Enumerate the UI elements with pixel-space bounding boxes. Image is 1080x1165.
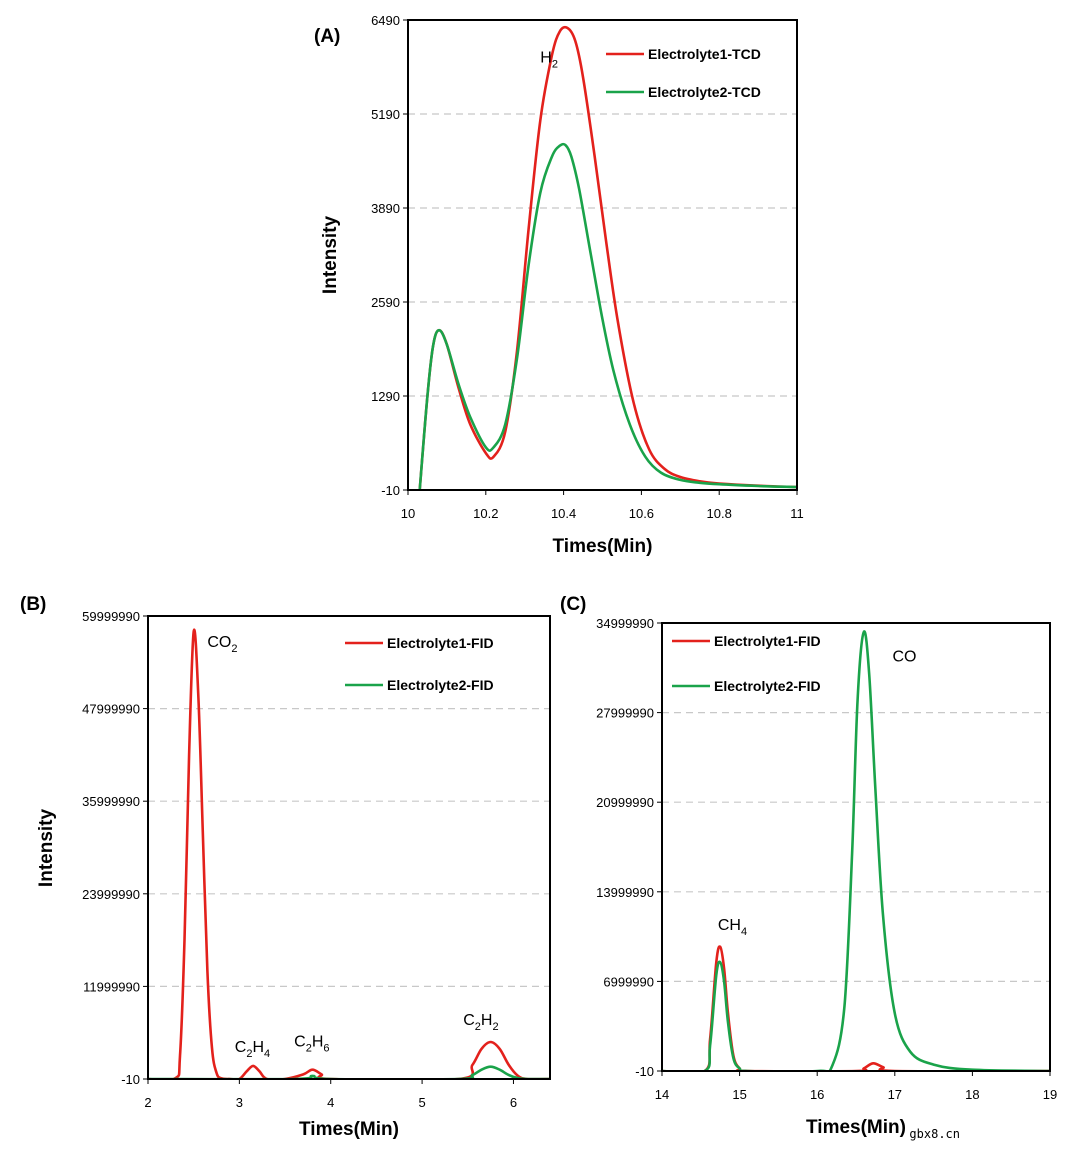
y-tick-label-b: 35999990: [82, 794, 140, 809]
peak-label-base: H: [312, 1034, 324, 1051]
y-tick-label-b: 47999990: [82, 702, 140, 717]
x-tick-label-a: 10.8: [707, 506, 732, 521]
panel-label-c: (C): [560, 594, 586, 615]
x-axis-title-c: Times(Min): [806, 1117, 906, 1138]
y-tick-label-a: 1290: [371, 389, 400, 404]
panel-a-chart: -10 1290 2590 3890 5190 6490 10 10.2 10.4 10.6 10.…: [314, 13, 804, 557]
peak-label-subscript: 4: [741, 926, 747, 938]
y-tick-label-b: -10: [121, 1072, 140, 1087]
y-tick-label-a: 6490: [371, 13, 400, 28]
y-tick-label-b: 23999990: [82, 887, 140, 902]
panel-label-a: (A): [314, 26, 340, 47]
peak-label-base: CH: [718, 917, 741, 934]
peak-label-subscript: 2: [231, 643, 237, 655]
x-tick-label-a: 10.4: [551, 506, 576, 521]
peak-label-base: H: [481, 1012, 493, 1029]
peak-label-subscript: 2: [492, 1021, 498, 1033]
x-tick-label-b: 3: [236, 1095, 243, 1110]
peak-label-base: H: [252, 1039, 264, 1056]
plot-frame-a: [407, 19, 798, 491]
x-tick-label-c: 14: [655, 1087, 669, 1102]
series-line-c-1: [662, 945, 1050, 1071]
series-line-c-2: [662, 630, 1050, 1071]
legend-label-a-2: Electrolyte2-TCD: [648, 84, 761, 100]
x-tick-label-a: 10.2: [473, 506, 498, 521]
plot-frame-c: [661, 622, 1051, 1072]
y-tick-label-c: 34999990: [596, 616, 654, 631]
legend-label-b-2: Electrolyte2-FID: [387, 677, 494, 693]
legend-label-c-1: Electrolyte1-FID: [714, 633, 821, 649]
x-tick-label-b: 6: [510, 1095, 517, 1110]
x-tick-label-b: 5: [418, 1095, 425, 1110]
watermark-text: gbx8.cn: [909, 1127, 960, 1141]
y-tick-label-b: 59999990: [82, 609, 140, 624]
y-tick-label-a: -10: [381, 483, 400, 498]
y-tick-label-c: -10: [635, 1064, 654, 1079]
peak-label-c: CO: [892, 648, 916, 665]
y-tick-label-c: 20999990: [596, 795, 654, 810]
y-tick-label-c: 13999990: [596, 885, 654, 900]
y-axis-title-b: Intensity: [36, 809, 57, 888]
x-tick-label-c: 18: [965, 1087, 979, 1102]
peak-label-base: CO: [207, 634, 231, 651]
x-tick-label-b: 2: [144, 1095, 151, 1110]
panel-label-b: (B): [20, 594, 46, 615]
peak-label-subscript: 2: [306, 1043, 312, 1055]
peak-label-base: C: [235, 1039, 247, 1056]
legend-label-a-1: Electrolyte1-TCD: [648, 46, 761, 62]
y-axis-title-a: Intensity: [320, 216, 341, 295]
x-axis-title-a: Times(Min): [553, 536, 653, 557]
peak-label-b: C2H4: [235, 1039, 270, 1060]
plot-frame-b: [147, 615, 551, 1080]
peak-label-subscript: 2: [552, 59, 558, 71]
peak-label-base: H: [540, 50, 552, 67]
peak-label-b: C2H6: [294, 1034, 329, 1055]
series-line-a-2: [418, 142, 797, 490]
y-tick-label-c: 6999990: [603, 974, 654, 989]
x-tick-label-a: 10: [401, 506, 415, 521]
legend-label-c-2: Electrolyte2-FID: [714, 678, 821, 694]
peak-label-base: C: [463, 1012, 475, 1029]
x-tick-label-a: 10.6: [629, 506, 654, 521]
peak-label-subscript: 6: [323, 1043, 329, 1055]
peak-label-subscript: 2: [475, 1021, 481, 1033]
peak-label-a: H2: [540, 50, 558, 71]
panel-c-chart: -10 6999990 13999990 20999990 27999990 349999…: [560, 594, 1057, 1138]
x-axis-title-b: Times(Min): [299, 1119, 399, 1140]
legend-label-b-1: Electrolyte1-FID: [387, 635, 494, 651]
x-tick-label-c: 17: [888, 1087, 902, 1102]
y-tick-label-b: 11999990: [83, 979, 140, 994]
peak-label-subscript: 2: [246, 1048, 252, 1060]
y-tick-label-c: 27999990: [596, 706, 654, 721]
x-tick-label-c: 15: [732, 1087, 746, 1102]
peak-label-b: CO2: [207, 634, 237, 655]
x-tick-label-c: 16: [810, 1087, 824, 1102]
y-tick-label-a: 2590: [371, 295, 400, 310]
peak-label-subscript: 4: [264, 1048, 270, 1060]
series-line-b-1: [148, 628, 550, 1079]
peak-label-b: C2H2: [463, 1012, 498, 1033]
y-tick-label-a: 3890: [371, 201, 400, 216]
x-tick-label-b: 4: [327, 1095, 334, 1110]
peak-label-c: CH4: [718, 917, 747, 938]
series-line-b-2: [148, 1065, 550, 1079]
panel-b-chart: -10 11999990 23999990 35999990 47999990 59999…: [20, 594, 551, 1140]
x-tick-label-c: 19: [1043, 1087, 1057, 1102]
peak-label-base: CO: [892, 648, 916, 665]
x-tick-label-a: 11: [790, 506, 804, 521]
y-tick-label-a: 5190: [371, 107, 400, 122]
peak-label-base: C: [294, 1034, 306, 1051]
